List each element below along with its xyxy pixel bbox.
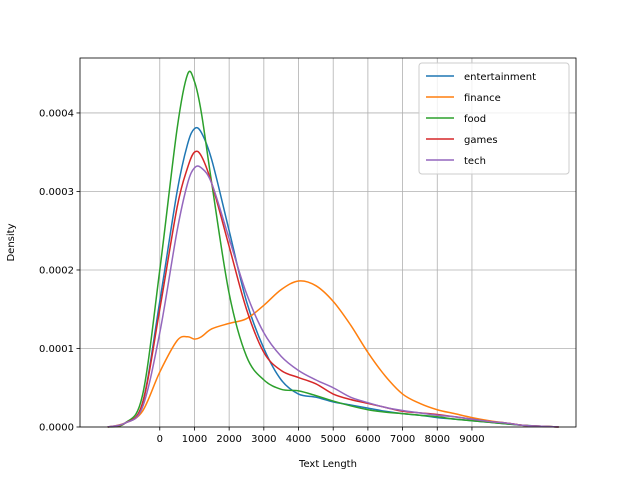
- x-tick-label: 0: [157, 434, 163, 445]
- y-tick-label: 0.0002: [39, 265, 74, 276]
- legend-label-entertainment: entertainment: [464, 72, 536, 83]
- legend: entertainment finance food games tech: [418, 62, 570, 175]
- x-tick-label: 4000: [286, 434, 311, 445]
- x-tick-label: 8000: [425, 434, 450, 445]
- legend-label-finance: finance: [464, 93, 501, 104]
- x-tick-label: 2000: [216, 434, 241, 445]
- y-tick-label: 0.0004: [39, 108, 74, 119]
- x-tick-label: 5000: [320, 434, 345, 445]
- series-lines: [107, 70, 559, 428]
- x-tick-label: 3000: [251, 434, 276, 445]
- y-axis-ticks: 0.0000 0.0001 0.0002 0.0003 0.0004: [39, 108, 80, 434]
- x-axis-ticks: 0 1000 2000 3000 4000 5000 6000 7000 8000 9000: [157, 427, 485, 445]
- series-line-food: [107, 70, 559, 428]
- x-tick-label: 1000: [182, 434, 207, 445]
- legend-label-tech: tech: [464, 156, 486, 167]
- series-line-finance: [107, 280, 559, 428]
- x-tick-label: 9000: [459, 434, 484, 445]
- legend-label-food: food: [464, 114, 486, 125]
- series-line-tech: [107, 165, 559, 428]
- legend-box: [418, 62, 570, 175]
- y-axis-label: Density: [6, 223, 17, 261]
- x-axis-label: Text Length: [298, 459, 357, 470]
- legend-label-games: games: [464, 135, 498, 146]
- y-tick-label: 0.0000: [39, 423, 74, 434]
- x-tick-label: 6000: [355, 434, 380, 445]
- x-tick-label: 7000: [390, 434, 415, 445]
- y-tick-label: 0.0001: [39, 344, 74, 355]
- plot-frame: [79, 57, 577, 428]
- y-tick-label: 0.0003: [39, 187, 74, 198]
